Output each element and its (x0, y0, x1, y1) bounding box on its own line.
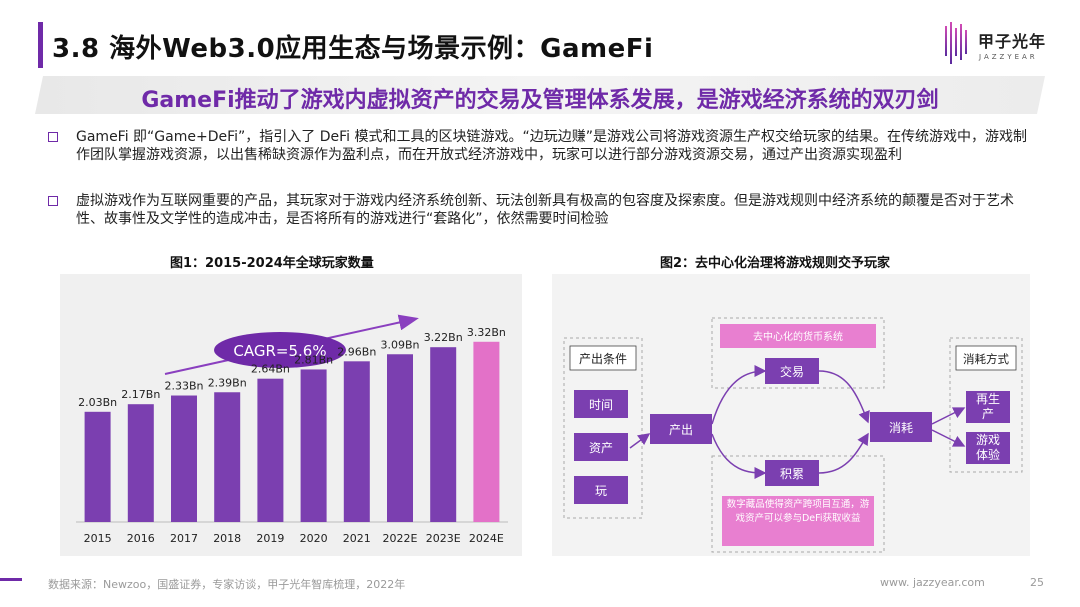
x-tick-2019: 2019 (256, 532, 284, 545)
top-group-frame (711, 317, 885, 389)
top-label: 去中心化的货币系统 (753, 330, 843, 343)
flow-loop-bottom-right (818, 432, 869, 474)
data-label-2020: 2.81Bn (294, 353, 333, 366)
bar-2020 (300, 369, 327, 522)
bullet-text: 虚拟游戏作为互联网重要的产品，其玩家对于游戏内经济系统创新、玩法创新具有极高的包… (76, 193, 1014, 227)
right-item-experience: 游戏体验 (975, 433, 1000, 462)
left-item-asset: 资产 (589, 441, 613, 455)
x-tick-2021: 2021 (343, 532, 371, 545)
bar-2024E (473, 341, 500, 522)
footer-website: www. jazzyear.com (880, 576, 985, 589)
accumulate-box (765, 460, 819, 486)
top-label-box (720, 324, 876, 348)
data-label-2017: 2.33Bn (164, 380, 203, 393)
figure1-panel: CAGR=5.6% 2.03Bn 2015 2.17Bn 2016 2.33Bn 2017… (60, 274, 522, 556)
data-label-2016: 2.17Bn (121, 388, 160, 401)
left-group-title: 产出条件 (579, 352, 627, 366)
arrow-consume-to-reproduce (931, 407, 966, 425)
data-label-2021: 2.96Bn (337, 345, 376, 358)
bullet-text: GameFi 即“Game+DeFi”，指引入了 DeFi 模式和工具的区块链游… (76, 129, 1028, 163)
bar-2021 (343, 361, 370, 522)
left-item-play-box (574, 476, 628, 504)
produce-label: 产出 (669, 423, 693, 437)
brand-logo: 甲子光年 JAZZYEAR (944, 22, 1054, 66)
x-tick-2017: 2017 (170, 532, 198, 545)
bullet-square-icon (48, 196, 58, 206)
right-item-reproduce-box (966, 391, 1010, 423)
bar-2018 (214, 392, 241, 522)
page-title: 3.8 海外Web3.0应用生态与场景示例：GameFi (52, 34, 654, 64)
left-item-time-box (574, 390, 628, 418)
bullet-item: GameFi 即“Game+DeFi”，指引入了 DeFi 模式和工具的区块链游… (48, 128, 1033, 164)
x-tick-2018: 2018 (213, 532, 241, 545)
logo-text-cn: 甲子光年 (978, 32, 1047, 51)
x-tick-2024E: 2024E (469, 532, 504, 545)
data-label-2019: 2.64Bn (251, 363, 290, 376)
footer-source: 数据来源：Newzoo，国盛证券，专家访谈，甲子光年智库梳理，2022年 (48, 578, 406, 591)
arrow-consume-to-experience (931, 429, 966, 447)
headline: GameFi推动了游戏内虚拟资产的交易及管理体系发展，是游戏经济系统的双刃剑 (141, 88, 939, 113)
data-label-2018: 2.39Bn (208, 376, 247, 389)
trade-label: 交易 (780, 364, 804, 379)
footer-accent-line (0, 578, 22, 581)
figure1-caption: 图1：2015-2024年全球玩家数量 (170, 256, 374, 271)
left-item-play: 玩 (595, 484, 607, 498)
page-number: 25 (1030, 576, 1044, 589)
bar-chart: CAGR=5.6% 2.03Bn 2015 2.17Bn 2016 2.33Bn 2017… (76, 314, 508, 545)
bar-2022E (387, 354, 413, 522)
left-item-time: 时间 (589, 398, 613, 412)
left-item-asset-box (574, 433, 628, 461)
accumulate-label: 积累 (780, 467, 804, 481)
figure2-caption: 图2：去中心化治理将游戏规则交予玩家 (660, 256, 891, 271)
arrow-left-to-produce (629, 433, 651, 449)
bottom-note-box (722, 496, 874, 546)
x-tick-2015: 2015 (84, 532, 112, 545)
data-label-2023E: 3.22Bn (424, 331, 463, 344)
logo-text-en: JAZZYEAR (979, 53, 1038, 61)
bullet-square-icon (48, 132, 58, 142)
bar-2016 (127, 404, 154, 522)
right-group-frame (949, 337, 1023, 473)
bottom-note: 数字藏品使得资产跨项目互通，游戏资产可以参与DeFi获取收益 (726, 499, 870, 524)
right-item-experience-box (966, 432, 1010, 464)
flow-loop-bottom (711, 433, 767, 480)
bar-2023E (430, 347, 457, 522)
x-tick-2020: 2020 (300, 532, 328, 545)
bar-2017 (171, 395, 197, 522)
bottom-group-frame (711, 455, 885, 553)
right-item-reproduce: 再生产 (975, 392, 1000, 421)
flow-loop-top-right (818, 370, 870, 424)
logo-bars-icon (945, 22, 967, 64)
flow-diagram: 产出条件 时间 资产 玩 产出 去中心化的货币系统 交易 积累 数字藏品使得资产… (563, 317, 1023, 553)
x-tick-2016: 2016 (127, 532, 155, 545)
headline-band (35, 76, 1045, 114)
consume-label: 消耗 (889, 421, 913, 435)
data-label-2022E: 3.09Bn (380, 338, 419, 351)
x-tick-2023E: 2023E (426, 532, 461, 545)
cagr-ellipse (214, 332, 346, 368)
data-label-2024E: 3.32Bn (467, 326, 506, 339)
produce-box (650, 414, 712, 444)
trade-box (765, 358, 819, 384)
right-group-title: 消耗方式 (963, 352, 1009, 366)
cagr-label: CAGR=5.6% (233, 342, 326, 360)
data-label-2015: 2.03Bn (78, 396, 117, 409)
bar-2019 (257, 378, 284, 522)
bullet-item: 虚拟游戏作为互联网重要的产品，其玩家对于游戏内经济系统创新、玩法创新具有极高的包… (48, 192, 1033, 228)
right-group-title-box (955, 345, 1017, 371)
bar-2015 (84, 411, 111, 522)
flow-loop-top (711, 365, 767, 425)
left-group-frame (563, 337, 643, 519)
x-tick-2022E: 2022E (383, 532, 418, 545)
figure2-panel: 产出条件 时间 资产 玩 产出 去中心化的货币系统 交易 积累 数字藏品使得资产… (552, 274, 1030, 556)
title-accent-bar (38, 22, 43, 68)
consume-box (870, 412, 932, 442)
left-group-title-box (569, 345, 637, 371)
